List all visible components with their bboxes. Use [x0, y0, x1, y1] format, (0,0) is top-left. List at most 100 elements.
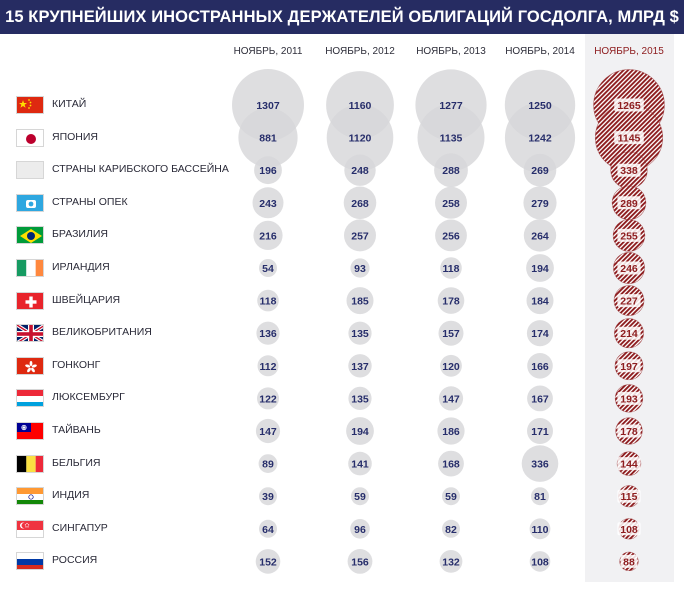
bubble	[350, 258, 370, 278]
value-label-background	[614, 131, 644, 145]
value-label: 120	[442, 361, 460, 373]
value-label-background	[617, 196, 641, 210]
value-label-background	[617, 163, 641, 177]
bubble	[257, 355, 279, 377]
value-label: 96	[354, 524, 366, 536]
row-label: ГОНКОНГ	[52, 358, 101, 371]
row-label: ИНДИЯ	[52, 489, 90, 502]
bubble	[435, 219, 467, 252]
row-label: ИРЛАНДИЯ	[52, 261, 110, 273]
value-label: 255	[620, 230, 638, 242]
value-label: 136	[259, 328, 277, 340]
china-flag-icon	[16, 96, 44, 114]
value-label-background	[617, 294, 641, 308]
value-label-background	[617, 522, 641, 536]
value-label: 64	[262, 524, 274, 536]
value-label: 115	[621, 491, 638, 503]
value-label: 1160	[349, 100, 372, 112]
bubble	[348, 354, 372, 378]
column-header: НОЯБРЬ, 2015	[594, 46, 664, 57]
opec-flag-icon	[16, 193, 44, 212]
bubble	[504, 102, 576, 173]
value-label: 256	[442, 230, 460, 242]
india-flag-icon	[16, 487, 44, 506]
bubble	[326, 104, 394, 171]
switzerland-flag-icon	[16, 291, 44, 310]
value-label: 135	[351, 393, 369, 405]
row-label: СИНГАПУР	[52, 521, 108, 534]
value-label: 39	[262, 491, 274, 503]
value-label: 258	[442, 198, 460, 210]
bubble	[348, 451, 372, 476]
value-label: 88	[623, 556, 635, 568]
brazil-flag-icon	[16, 226, 44, 245]
bubble	[438, 386, 464, 411]
row-label: ЯПОНИЯ	[52, 130, 99, 143]
bubble	[434, 153, 468, 188]
bubble	[439, 550, 463, 573]
value-label: 132	[442, 556, 460, 568]
row-label: ШВЕЙЦАРИЯ	[52, 293, 121, 306]
value-label: 193	[620, 393, 638, 405]
value-label: 178	[442, 296, 460, 308]
value-label: 214	[620, 328, 638, 340]
value-label: 1250	[528, 100, 552, 112]
value-label-background	[617, 228, 641, 242]
bubble	[523, 153, 557, 187]
bubble	[435, 186, 467, 219]
value-label-background	[620, 554, 638, 568]
value-label-background	[617, 391, 641, 405]
chart-title: 15 КРУПНЕЙШИХ ИНОСТРАННЫХ ДЕРЖАТЕЛЕЙ ОБЛ…	[0, 0, 684, 34]
row-label: КИТАЙ	[52, 98, 87, 110]
value-label: 93	[354, 263, 366, 275]
japan-flag-icon	[16, 128, 44, 147]
value-label: 167	[531, 393, 549, 405]
value-label: 289	[620, 198, 638, 210]
value-label: 1135	[440, 133, 463, 145]
value-label: 257	[351, 230, 369, 242]
value-label: 147	[442, 393, 460, 405]
value-label: 118	[443, 263, 460, 275]
value-label: 1277	[439, 100, 463, 112]
value-label: 59	[354, 491, 366, 503]
value-label: 82	[445, 524, 457, 536]
value-label: 279	[531, 198, 549, 210]
value-label: 147	[259, 426, 277, 438]
value-label: 243	[259, 198, 277, 210]
taiwan-flag-icon	[16, 422, 44, 440]
bubble	[346, 417, 374, 445]
row-label: БРАЗИЛИЯ	[52, 228, 108, 241]
value-label: 227	[620, 296, 638, 308]
value-label: 144	[620, 459, 638, 471]
bubble	[527, 353, 553, 379]
bubble	[259, 259, 277, 277]
bubble	[350, 519, 370, 539]
bubble	[442, 519, 460, 538]
row-label: СТРАНЫ ОПЕК	[52, 195, 128, 208]
singapore-flag-icon	[16, 519, 44, 538]
bubble	[438, 320, 464, 346]
value-label: 135	[351, 328, 369, 340]
value-label: 184	[531, 296, 549, 308]
bubble	[238, 108, 298, 168]
row-label: СТРАНЫ КАРИБСКОГО БАССЕЙНА	[52, 163, 229, 176]
row-label: БЕЛЬГИЯ	[52, 456, 101, 469]
bubble	[531, 487, 549, 506]
bubble	[440, 257, 462, 279]
value-label: 268	[351, 198, 369, 210]
column-header: НОЯБРЬ, 2013	[416, 46, 486, 57]
bubble	[521, 445, 559, 482]
uk-flag-icon	[16, 324, 44, 343]
value-label: 174	[531, 328, 549, 340]
bubble	[526, 287, 554, 315]
bubble	[252, 187, 284, 219]
value-label: 185	[351, 296, 369, 308]
bubble	[257, 289, 279, 312]
value-label: 246	[620, 263, 638, 275]
value-label: 194	[531, 263, 549, 275]
value-label: 1265	[617, 100, 641, 112]
bubble	[437, 287, 465, 314]
bubble	[255, 549, 281, 574]
value-label: 108	[620, 524, 638, 536]
